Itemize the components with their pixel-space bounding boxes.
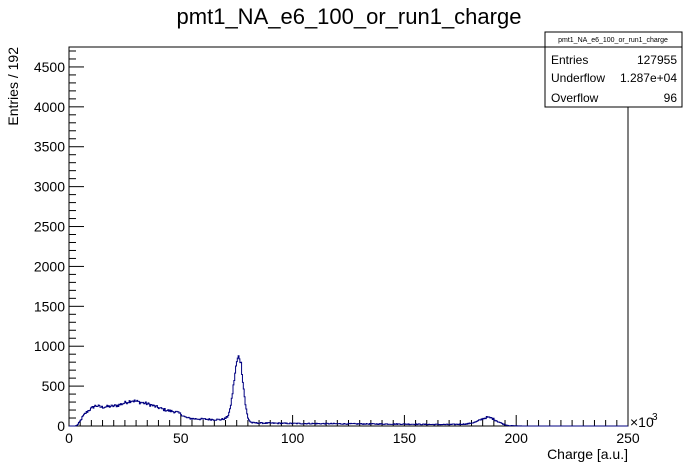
stats-underflow-label: Underflow xyxy=(551,71,605,85)
y-tick-label: 4500 xyxy=(34,59,65,75)
x-tick-label: 200 xyxy=(505,430,529,446)
stats-overflow-label: Overflow xyxy=(551,91,599,105)
stats-overflow-value: 96 xyxy=(664,91,678,105)
histogram-line xyxy=(69,355,628,427)
y-tick-label: 0 xyxy=(57,418,65,434)
y-tick-label: 1000 xyxy=(34,338,65,354)
x-tick-label: 100 xyxy=(281,430,305,446)
x-axis-ticks: 0 50 100 150 200 250 xyxy=(65,415,640,446)
stats-title: pmt1_NA_e6_100_or_run1_charge xyxy=(558,37,668,44)
x-exponent-base: ×10 xyxy=(630,414,654,430)
x-axis-label: Charge [a.u.] xyxy=(547,446,628,462)
y-axis-label: Entries / 192 xyxy=(5,47,21,126)
x-tick-label: 250 xyxy=(616,430,640,446)
y-tick-label: 2500 xyxy=(34,219,65,235)
plot-frame xyxy=(68,46,629,427)
x-exponent-power: 3 xyxy=(652,412,658,423)
stats-box: pmt1_NA_e6_100_or_run1_charge Entries 12… xyxy=(544,31,683,108)
y-tick-label: 4000 xyxy=(34,99,65,115)
x-tick-label: 150 xyxy=(393,430,417,446)
y-tick-label: 500 xyxy=(42,378,66,394)
stats-underflow-value: 1.287e+04 xyxy=(620,71,677,85)
chart-title: pmt1_NA_e6_100_or_run1_charge xyxy=(177,4,522,29)
x-tick-label: 0 xyxy=(65,430,73,446)
y-tick-label: 3000 xyxy=(34,179,65,195)
x-tick-label: 50 xyxy=(173,430,189,446)
stats-entries-value: 127955 xyxy=(637,53,677,67)
x-exponent: ×10 3 xyxy=(630,412,658,430)
stats-entries-label: Entries xyxy=(551,53,588,67)
y-tick-label: 2000 xyxy=(34,258,65,274)
y-tick-label: 3500 xyxy=(34,139,65,155)
y-tick-label: 1500 xyxy=(34,298,65,314)
y-axis-ticks: 0 500 1000 1500 2000 2500 3000 3500 4000 4500 xyxy=(34,50,84,434)
